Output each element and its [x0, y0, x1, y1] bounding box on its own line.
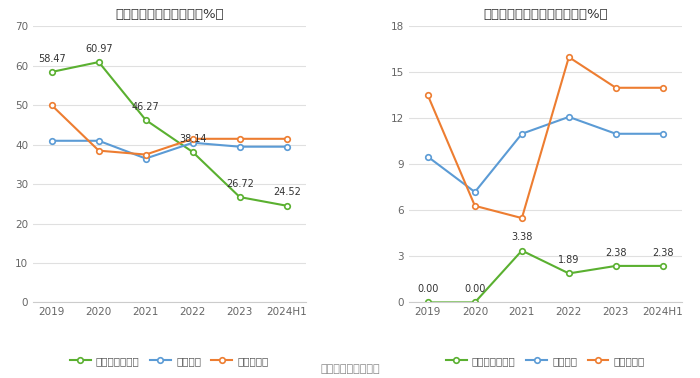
Text: 0.00: 0.00 — [417, 284, 439, 294]
Legend: 有息资产负债率, 行业均值, 行业中位数: 有息资产负债率, 行业均值, 行业中位数 — [442, 352, 649, 370]
行业均值 — [659, 132, 667, 136]
公司资产负债率 — [94, 60, 103, 64]
Title: 近年来有息资产负债率情况（%）: 近年来有息资产负债率情况（%） — [483, 8, 608, 21]
Text: 2.38: 2.38 — [652, 248, 673, 257]
Text: 58.47: 58.47 — [38, 54, 66, 64]
Text: 38.14: 38.14 — [179, 134, 206, 144]
行业中位数 — [48, 103, 56, 108]
有息资产负债率 — [612, 263, 620, 268]
行业中位数 — [283, 136, 291, 141]
Text: 2.38: 2.38 — [605, 248, 626, 257]
行业均值 — [94, 138, 103, 143]
有息资产负债率 — [424, 300, 432, 305]
行业中位数 — [235, 136, 244, 141]
行业均值 — [48, 138, 56, 143]
Line: 公司资产负债率: 公司资产负债率 — [49, 59, 290, 209]
有息资产负债率 — [518, 248, 526, 253]
行业均值 — [188, 141, 197, 145]
Text: 60.97: 60.97 — [85, 44, 113, 54]
Line: 行业均值: 行业均值 — [49, 138, 290, 161]
Text: 24.52: 24.52 — [273, 187, 301, 197]
公司资产负债率 — [283, 203, 291, 208]
行业中位数 — [188, 136, 197, 141]
Line: 行业中位数: 行业中位数 — [425, 54, 666, 221]
Text: 26.72: 26.72 — [226, 179, 253, 189]
Legend: 公司资产负债率, 行业均值, 行业中位数: 公司资产负债率, 行业均值, 行业中位数 — [66, 352, 273, 370]
有息资产负债率 — [470, 300, 479, 305]
行业均值 — [612, 132, 620, 136]
Text: 1.89: 1.89 — [558, 255, 580, 265]
公司资产负债率 — [188, 150, 197, 154]
行业中位数 — [424, 93, 432, 98]
Text: 3.38: 3.38 — [511, 232, 533, 242]
行业中位数 — [470, 203, 479, 208]
公司资产负债率 — [235, 195, 244, 199]
行业均值 — [235, 144, 244, 149]
行业中位数 — [565, 55, 573, 59]
行业中位数 — [518, 216, 526, 220]
行业均值 — [565, 115, 573, 119]
行业中位数 — [141, 152, 150, 157]
行业均值 — [470, 190, 479, 194]
行业均值 — [518, 132, 526, 136]
行业均值 — [424, 155, 432, 159]
有息资产负债率 — [565, 271, 573, 276]
行业均值 — [141, 156, 150, 161]
行业中位数 — [94, 148, 103, 153]
有息资产负债率 — [659, 263, 667, 268]
行业中位数 — [659, 85, 667, 90]
Line: 行业中位数: 行业中位数 — [49, 102, 290, 157]
行业均值 — [283, 144, 291, 149]
公司资产负债率 — [141, 118, 150, 122]
公司资产负债率 — [48, 70, 56, 74]
Text: 数据来源：恒生聚源: 数据来源：恒生聚源 — [320, 364, 380, 374]
Line: 有息资产负债率: 有息资产负债率 — [425, 248, 666, 305]
Line: 行业均值: 行业均值 — [425, 114, 666, 195]
行业中位数 — [612, 85, 620, 90]
Text: 0.00: 0.00 — [464, 284, 486, 294]
Text: 46.27: 46.27 — [132, 102, 160, 112]
Title: 近年来资产负债率情况（%）: 近年来资产负债率情况（%） — [115, 8, 223, 21]
